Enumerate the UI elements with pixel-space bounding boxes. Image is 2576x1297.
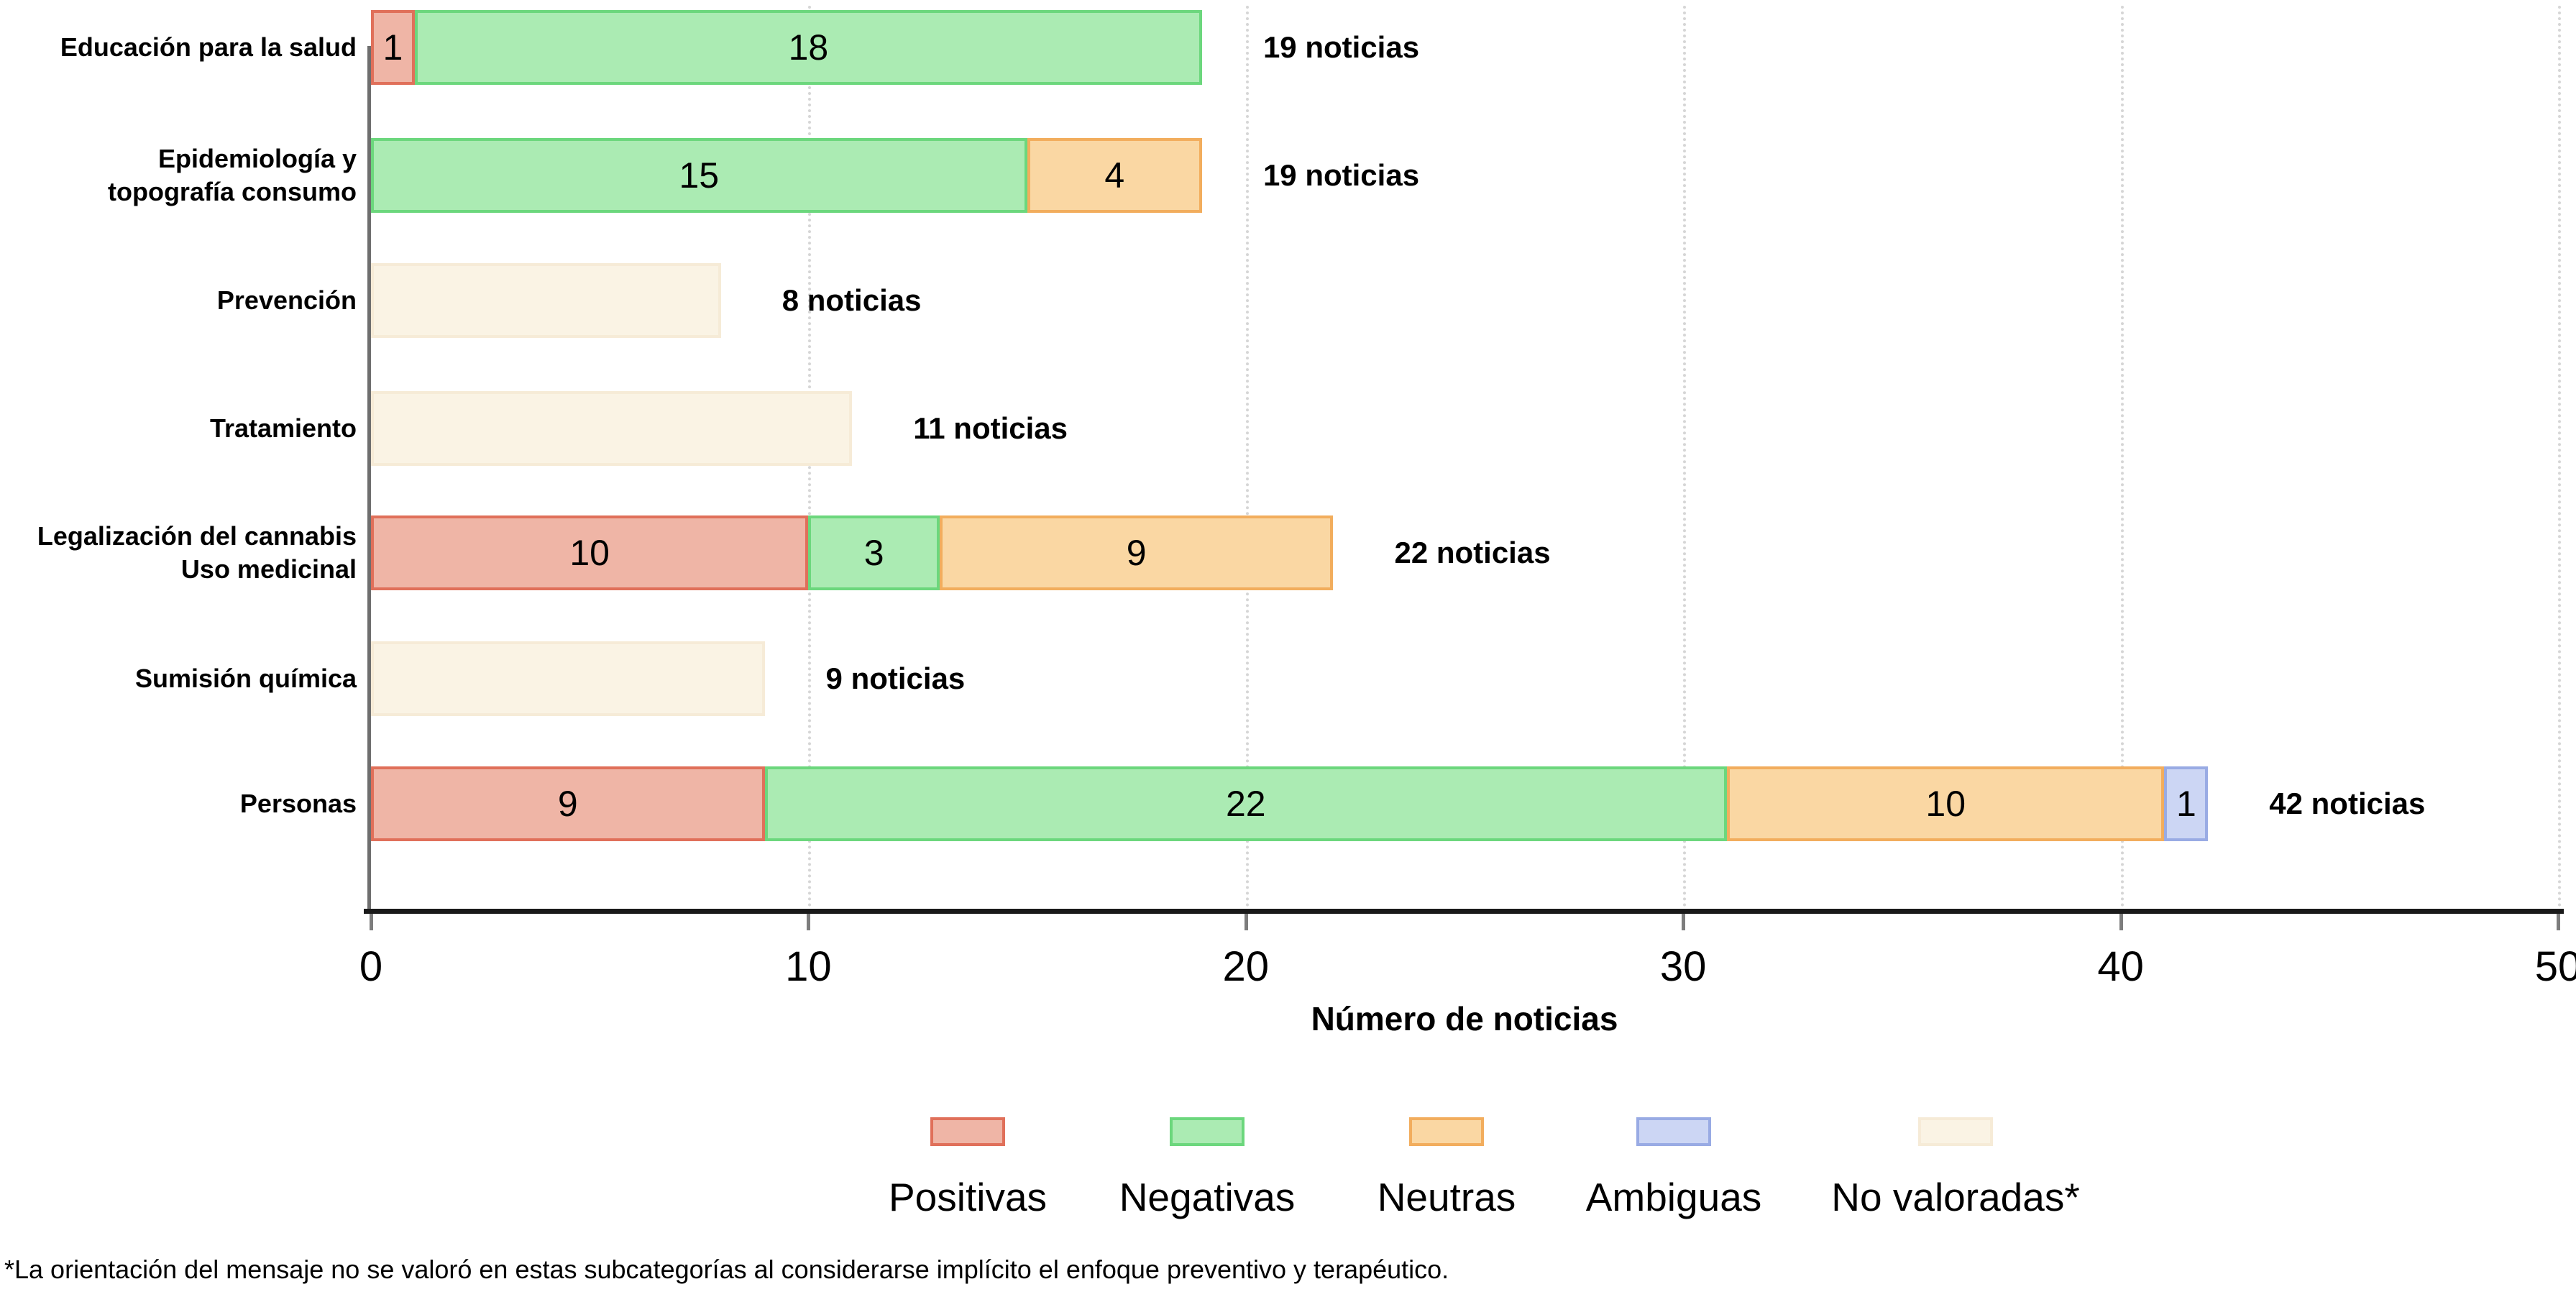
bar-segment-positivas: 1 — [371, 10, 415, 85]
bar-segment-no_valoradas — [371, 263, 721, 338]
x-axis-title: Número de noticias — [1311, 1000, 1618, 1037]
category-label: Legalización del cannabis Uso medicinal — [37, 521, 357, 584]
bar-segment-no_valoradas — [371, 641, 765, 716]
legend-swatch-negativas — [1170, 1117, 1245, 1146]
segment-value-label: 9 — [1126, 533, 1147, 573]
gridline-x20 — [1245, 6, 1249, 907]
bar-segment-ambiguas: 1 — [2164, 766, 2209, 841]
bar-segment-negativas: 15 — [371, 138, 1027, 213]
segment-value-label: 10 — [569, 533, 610, 573]
legend-swatch-no_valoradas — [1918, 1117, 1993, 1146]
segment-value-label: 1 — [2176, 784, 2196, 824]
x-tick-label: 30 — [1659, 943, 1707, 990]
gridline-x50 — [2558, 6, 2561, 907]
footnote: *La orientación del mensaje no se valoró… — [4, 1255, 1449, 1284]
category-label: Educación para la salud — [60, 32, 357, 62]
legend-swatch-neutras — [1409, 1117, 1484, 1146]
category-label: Prevención — [216, 285, 357, 315]
x-tick — [1682, 914, 1686, 930]
bar-total-label: 9 noticias — [825, 661, 966, 695]
legend-label-no_valoradas: No valoradas* — [1831, 1175, 2080, 1219]
bar-segment-negativas: 22 — [764, 766, 1728, 841]
bar-segment-neutras: 4 — [1027, 138, 1202, 213]
legend-swatch-positivas — [930, 1117, 1005, 1146]
bar-segment-no_valoradas — [371, 391, 853, 466]
bar-segment-negativas: 18 — [414, 10, 1202, 85]
category-label: Epidemiología y topografía consumo — [107, 143, 357, 206]
category-label: Tratamiento — [209, 413, 357, 443]
legend-label-neutras: Neutras — [1377, 1175, 1516, 1219]
x-axis-line — [364, 909, 2564, 914]
x-tick — [2119, 914, 2123, 930]
bar-total-label: 22 noticias — [1394, 536, 1551, 569]
bar-segment-neutras: 9 — [939, 515, 1334, 590]
segment-value-label: 9 — [557, 784, 578, 824]
bar-total-label: 8 noticias — [781, 283, 922, 317]
bar-segment-positivas: 9 — [371, 766, 765, 841]
bar-total-label: 19 noticias — [1262, 158, 1420, 192]
x-tick — [370, 914, 373, 930]
x-tick-label: 50 — [2534, 943, 2576, 990]
y-axis-line — [367, 46, 371, 909]
bar-total-label: 42 noticias — [2269, 787, 2426, 820]
segment-value-label: 4 — [1104, 155, 1125, 196]
segment-value-label: 18 — [788, 27, 829, 68]
x-tick — [807, 914, 811, 930]
x-tick — [1244, 914, 1248, 930]
bar-segment-negativas: 3 — [808, 515, 940, 590]
segment-value-label: 22 — [1225, 784, 1266, 824]
gridline-x40 — [2120, 6, 2124, 907]
bar-segment-neutras: 10 — [1727, 766, 2165, 841]
segment-value-label: 3 — [863, 533, 884, 573]
x-tick-label: 0 — [359, 943, 383, 990]
segment-value-label: 15 — [679, 155, 720, 196]
segment-value-label: 10 — [1925, 784, 1966, 824]
gridline-x30 — [1683, 6, 1687, 907]
category-label: Sumisión química — [134, 663, 357, 693]
category-label: Personas — [239, 788, 357, 818]
legend-label-negativas: Negativas — [1119, 1175, 1296, 1219]
x-tick-label: 40 — [2097, 943, 2144, 990]
bar-total-label: 11 noticias — [913, 411, 1068, 445]
segment-value-label: 1 — [382, 27, 403, 68]
x-tick — [2557, 914, 2560, 930]
legend-label-positivas: Positivas — [888, 1175, 1048, 1219]
x-tick-label: 10 — [785, 943, 832, 990]
bar-segment-positivas: 10 — [371, 515, 809, 590]
bar-total-label: 19 noticias — [1262, 30, 1420, 64]
legend-swatch-ambiguas — [1636, 1117, 1711, 1146]
x-tick-label: 20 — [1222, 943, 1270, 990]
legend-label-ambiguas: Ambiguas — [1585, 1175, 1762, 1219]
